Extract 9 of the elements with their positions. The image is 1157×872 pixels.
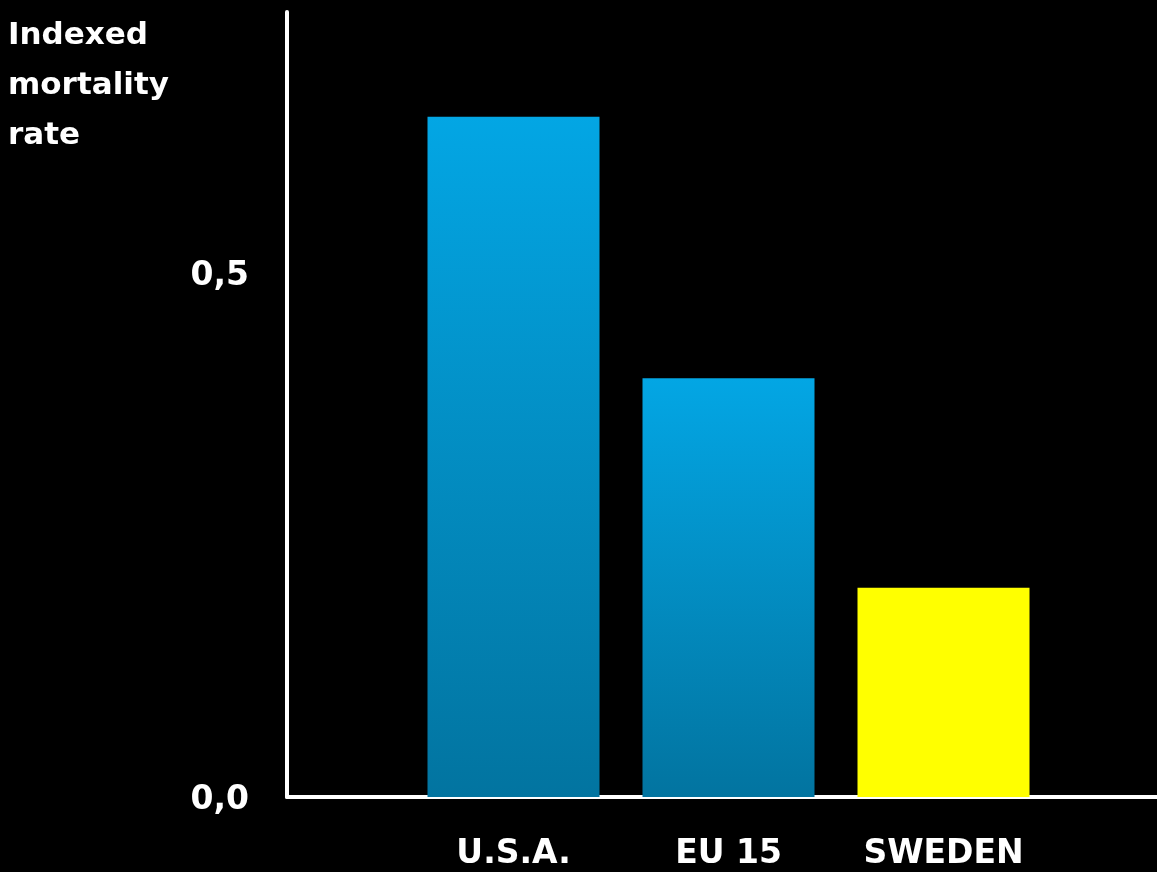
y-axis-title: Indexed mortality rate xyxy=(8,15,180,151)
bar xyxy=(642,378,815,797)
x-tick-label: EU 15 xyxy=(675,832,782,871)
x-tick-label: SWEDEN xyxy=(863,832,1024,871)
y-tick-label: 0,0 xyxy=(190,777,249,817)
y-tick-label: 0,5 xyxy=(190,254,249,294)
x-tick-label: U.S.A. xyxy=(456,832,571,871)
bar xyxy=(857,587,1030,797)
bar xyxy=(427,116,600,797)
